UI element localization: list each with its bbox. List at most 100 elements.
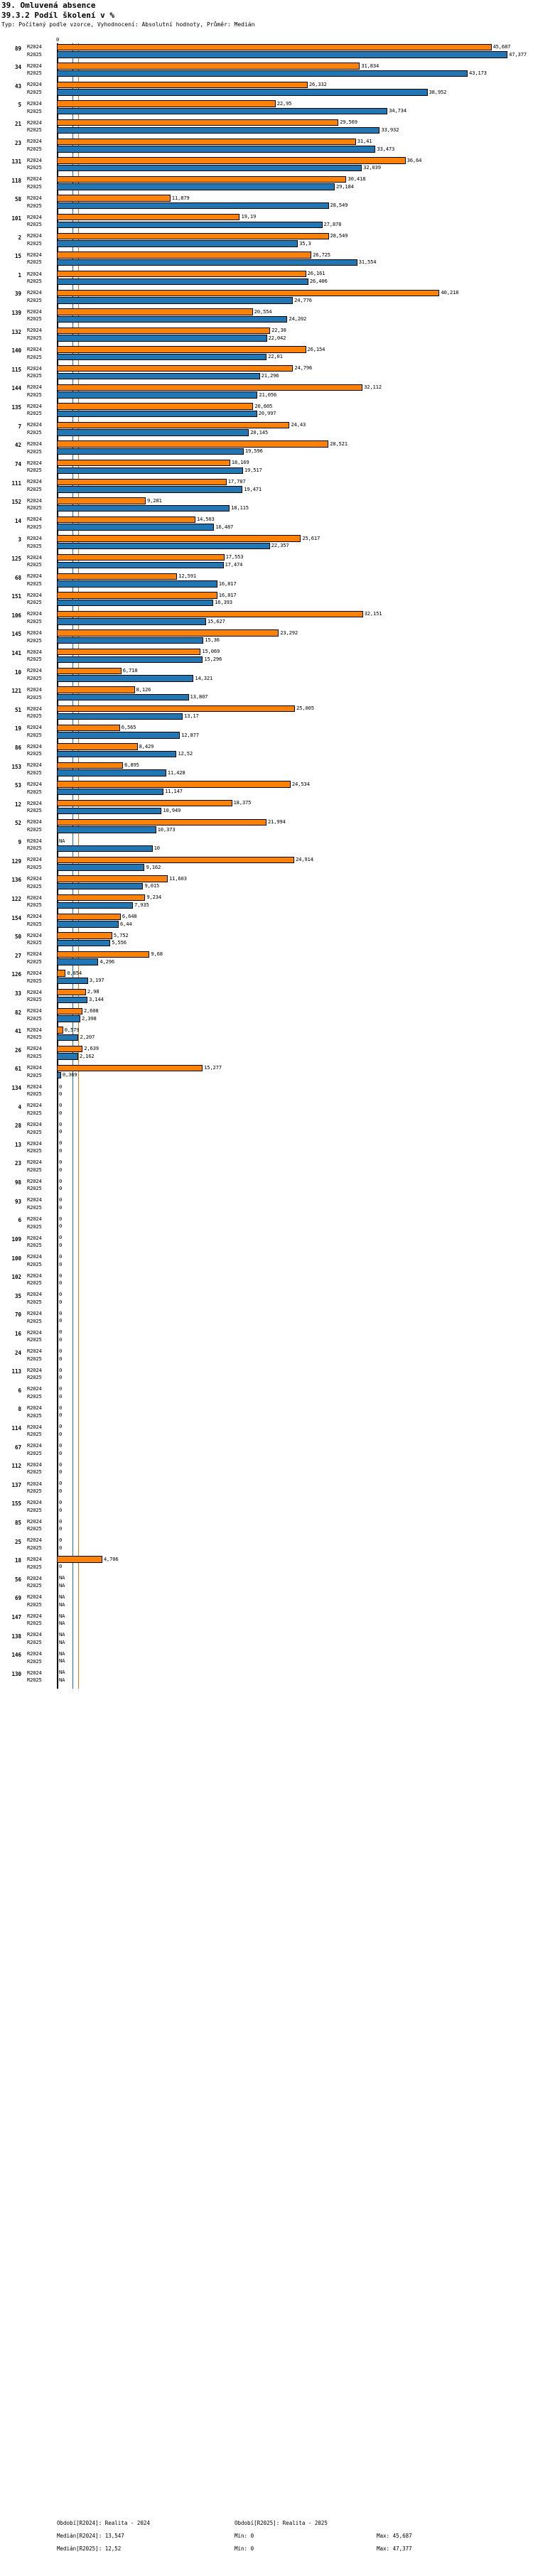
bar-value-label: 0 <box>59 1260 63 1267</box>
bar-r2025 <box>58 845 153 853</box>
chart-group: 138 R2024 NA R2025 NA <box>0 1631 533 1650</box>
chart-group: 52 R2024 21,994 R2025 10,373 <box>0 818 533 838</box>
group-id-label: 15 <box>14 253 21 260</box>
chart-row: R2025 0 <box>0 1147 533 1155</box>
series-label: R2024 <box>27 1461 42 1468</box>
bar-value-label: 43,173 <box>468 70 487 77</box>
bar-value-label: 15,069 <box>202 648 220 655</box>
footer-max-2024: Max: 45,687 <box>377 2533 412 2539</box>
chart-row: R2025 20,145 <box>0 429 533 436</box>
group-id-label: 4 <box>18 1103 21 1110</box>
bar-r2024 <box>58 875 168 882</box>
bar-r2024 <box>58 270 306 278</box>
chart-row: R2024 0 <box>0 1216 533 1223</box>
group-id-label: 21 <box>14 120 21 127</box>
series-label: R2024 <box>27 119 42 126</box>
chart-row: R2025 24,776 <box>0 297 533 304</box>
bar-value-label: 22,95 <box>276 99 292 107</box>
series-label: R2025 <box>27 1355 42 1362</box>
series-label: R2024 <box>27 81 42 88</box>
bar-value-label: 28,549 <box>330 202 348 209</box>
series-label: R2024 <box>27 648 42 655</box>
bar-r2025 <box>58 675 194 682</box>
bar-r2025 <box>58 183 335 190</box>
chart-row: R2025 22,01 <box>0 354 533 361</box>
chart-row: R2024 0 <box>0 1442 533 1450</box>
chart-row: R2024 0,579 <box>0 1027 533 1034</box>
bar-value-label: 2,398 <box>82 1014 97 1022</box>
bar-r2024 <box>58 157 406 164</box>
series-label: R2025 <box>27 713 42 720</box>
group-id-label: 111 <box>11 480 21 487</box>
series-label: R2024 <box>27 1215 42 1222</box>
group-id-label: 13 <box>14 1141 21 1148</box>
group-id-label: 146 <box>11 1652 21 1659</box>
chart-group: 89 R2024 45,687 R2025 47,377 <box>0 43 533 63</box>
chart-group: 151 R2024 16,817 R2025 16,393 <box>0 592 533 611</box>
bar-value-label: 0 <box>59 1298 63 1305</box>
series-label: R2024 <box>27 1499 42 1506</box>
bar-r2024 <box>58 119 339 126</box>
bar-value-label: 0 <box>59 1431 63 1438</box>
series-label: R2025 <box>27 504 42 512</box>
group-id-label: 139 <box>11 310 21 317</box>
series-label: R2024 <box>27 591 42 598</box>
chart-group: 19 R2024 6,565 R2025 12,877 <box>0 724 533 743</box>
chart-row: R2025 6,44 <box>0 921 533 928</box>
series-label: R2025 <box>27 1374 42 1381</box>
bar-value-label: 10,373 <box>157 826 176 833</box>
chart-group: 43 R2024 26,332 R2025 38,952 <box>0 81 533 100</box>
bar-value-label: 0 <box>59 1291 63 1298</box>
chart-group: 100 R2024 0 R2025 0 <box>0 1253 533 1272</box>
group-id-label: 132 <box>11 328 21 335</box>
bar-value-label: 20,997 <box>258 410 276 417</box>
bar-value-label: 0 <box>59 1480 63 1487</box>
group-id-label: 43 <box>14 82 21 90</box>
chart-row: R2025 0 <box>0 1129 533 1136</box>
bar-r2024 <box>58 1556 102 1563</box>
bar-value-label: NA <box>59 1631 65 1638</box>
bar-r2024 <box>58 100 276 107</box>
chart-group: 13 R2024 0 R2025 0 <box>0 1140 533 1159</box>
chart-row: R2024 0 <box>0 1197 533 1204</box>
bar-value-label: 0 <box>59 1120 63 1127</box>
group-id-label: 23 <box>14 1160 21 1167</box>
bar-value-label: 0 <box>59 1385 63 1392</box>
chart-row: R2024 0 <box>0 1481 533 1488</box>
chart-meta-line: Typ: Počítaný podle vzorce, Vyhodnocení:… <box>1 21 255 28</box>
series-label: R2025 <box>27 845 42 852</box>
bar-r2025 <box>58 240 298 247</box>
chart-row: R2024 6,895 <box>0 762 533 769</box>
series-label: R2025 <box>27 1431 42 1438</box>
chart-row: R2025 0 <box>0 1318 533 1325</box>
group-id-label: 122 <box>11 895 21 902</box>
group-id-label: 134 <box>11 1085 21 1092</box>
chart-row: R2025 0 <box>0 1507 533 1514</box>
group-id-label: 147 <box>11 1614 21 1621</box>
bar-value-label: 0 <box>59 1083 63 1090</box>
chart-group: 3 R2024 25,617 R2025 22,357 <box>0 535 533 554</box>
bar-value-label: 3,144 <box>89 996 104 1003</box>
chart-row: R2024 NA <box>0 1669 533 1677</box>
chart-row: R2025 13,807 <box>0 694 533 701</box>
series-label: R2024 <box>27 156 42 163</box>
bar-value-label: NA <box>59 1650 65 1657</box>
chart-row: R2025 27,878 <box>0 221 533 229</box>
group-id-label: 153 <box>11 763 21 770</box>
bar-value-label: 2,98 <box>87 988 99 995</box>
series-label: R2024 <box>27 1064 42 1071</box>
bar-r2024 <box>58 894 146 902</box>
series-label: R2025 <box>27 939 42 946</box>
bar-value-label: 12,591 <box>178 573 197 580</box>
bar-value-label: 13,807 <box>190 693 208 700</box>
series-label: R2025 <box>27 1109 42 1116</box>
bar-r2024 <box>58 1045 83 1053</box>
chart-row: R2024 4,706 <box>0 1556 533 1563</box>
chart-row: R2024 0 <box>0 1386 533 1393</box>
bar-r2024 <box>58 1064 203 1071</box>
chart-group: 126 R2024 0,854 R2025 3,197 <box>0 970 533 989</box>
footer-min-2024: Min: 0 <box>235 2533 254 2539</box>
group-id-label: 126 <box>11 971 21 978</box>
footer-row-periods: Období[R2024]: Realita - 2024 Období[R20… <box>0 2521 533 2533</box>
bar-value-label: 0 <box>59 1109 63 1116</box>
